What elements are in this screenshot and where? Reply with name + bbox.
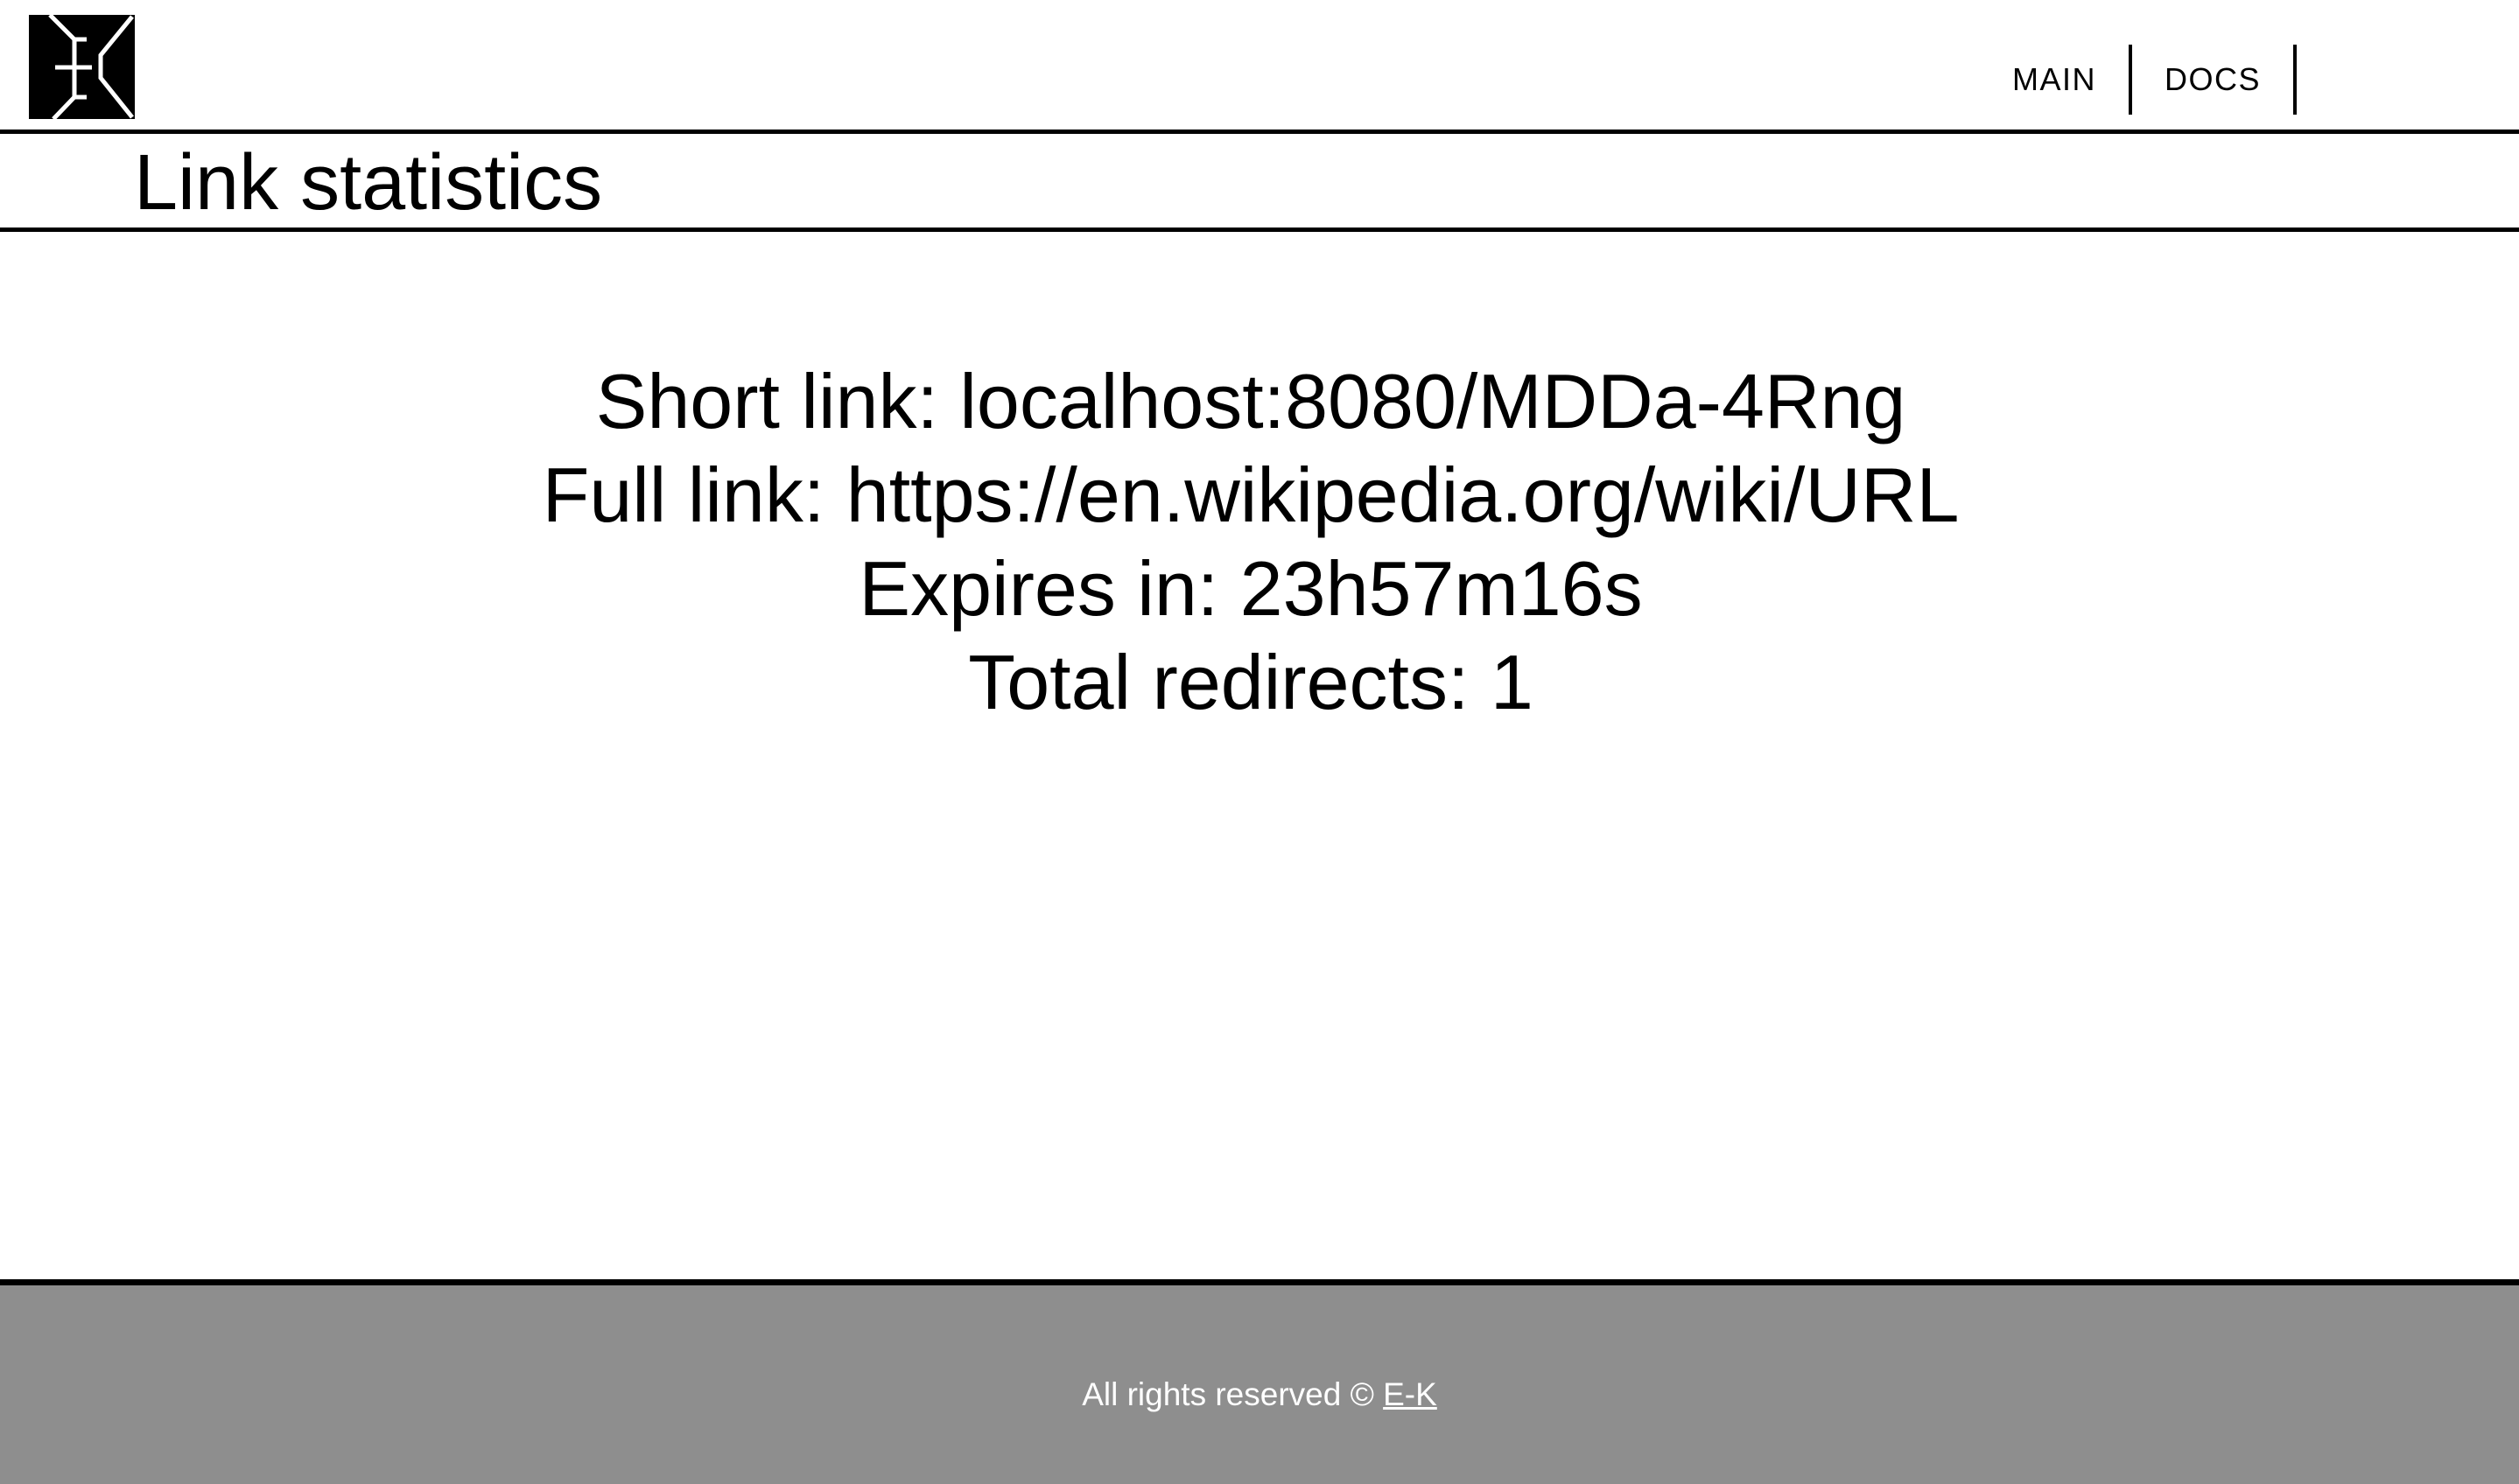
site-footer: All rights reserved © E-K xyxy=(0,1279,2519,1484)
ek-logo-icon[interactable] xyxy=(29,15,135,119)
full-link-text: Full link: https://en.wikipedia.org/wiki… xyxy=(542,452,1960,538)
nav-docs-link[interactable]: DOCS xyxy=(2132,45,2297,115)
main-nav: MAIN DOCS xyxy=(1980,45,2297,115)
total-redirects-text: Total redirects: 1 xyxy=(968,639,1533,725)
expires-in-text: Expires in: 23h57m16s xyxy=(859,545,1643,632)
copyright-text: All rights reserved © xyxy=(1082,1376,1384,1412)
title-bar: Link statistics xyxy=(0,134,2519,232)
footer-copyright: All rights reserved © E-K xyxy=(0,1373,2519,1417)
nav-main-link[interactable]: MAIN xyxy=(1980,45,2132,115)
short-link-text: Short link: localhost:8080/MDDa-4Rng xyxy=(595,358,1906,444)
page-title: Link statistics xyxy=(134,139,603,227)
footer-ek-link[interactable]: E-K xyxy=(1383,1376,1437,1412)
link-stats: Short link: localhost:8080/MDDa-4Rng Ful… xyxy=(0,354,2501,729)
site-header: MAIN DOCS xyxy=(0,0,2519,134)
